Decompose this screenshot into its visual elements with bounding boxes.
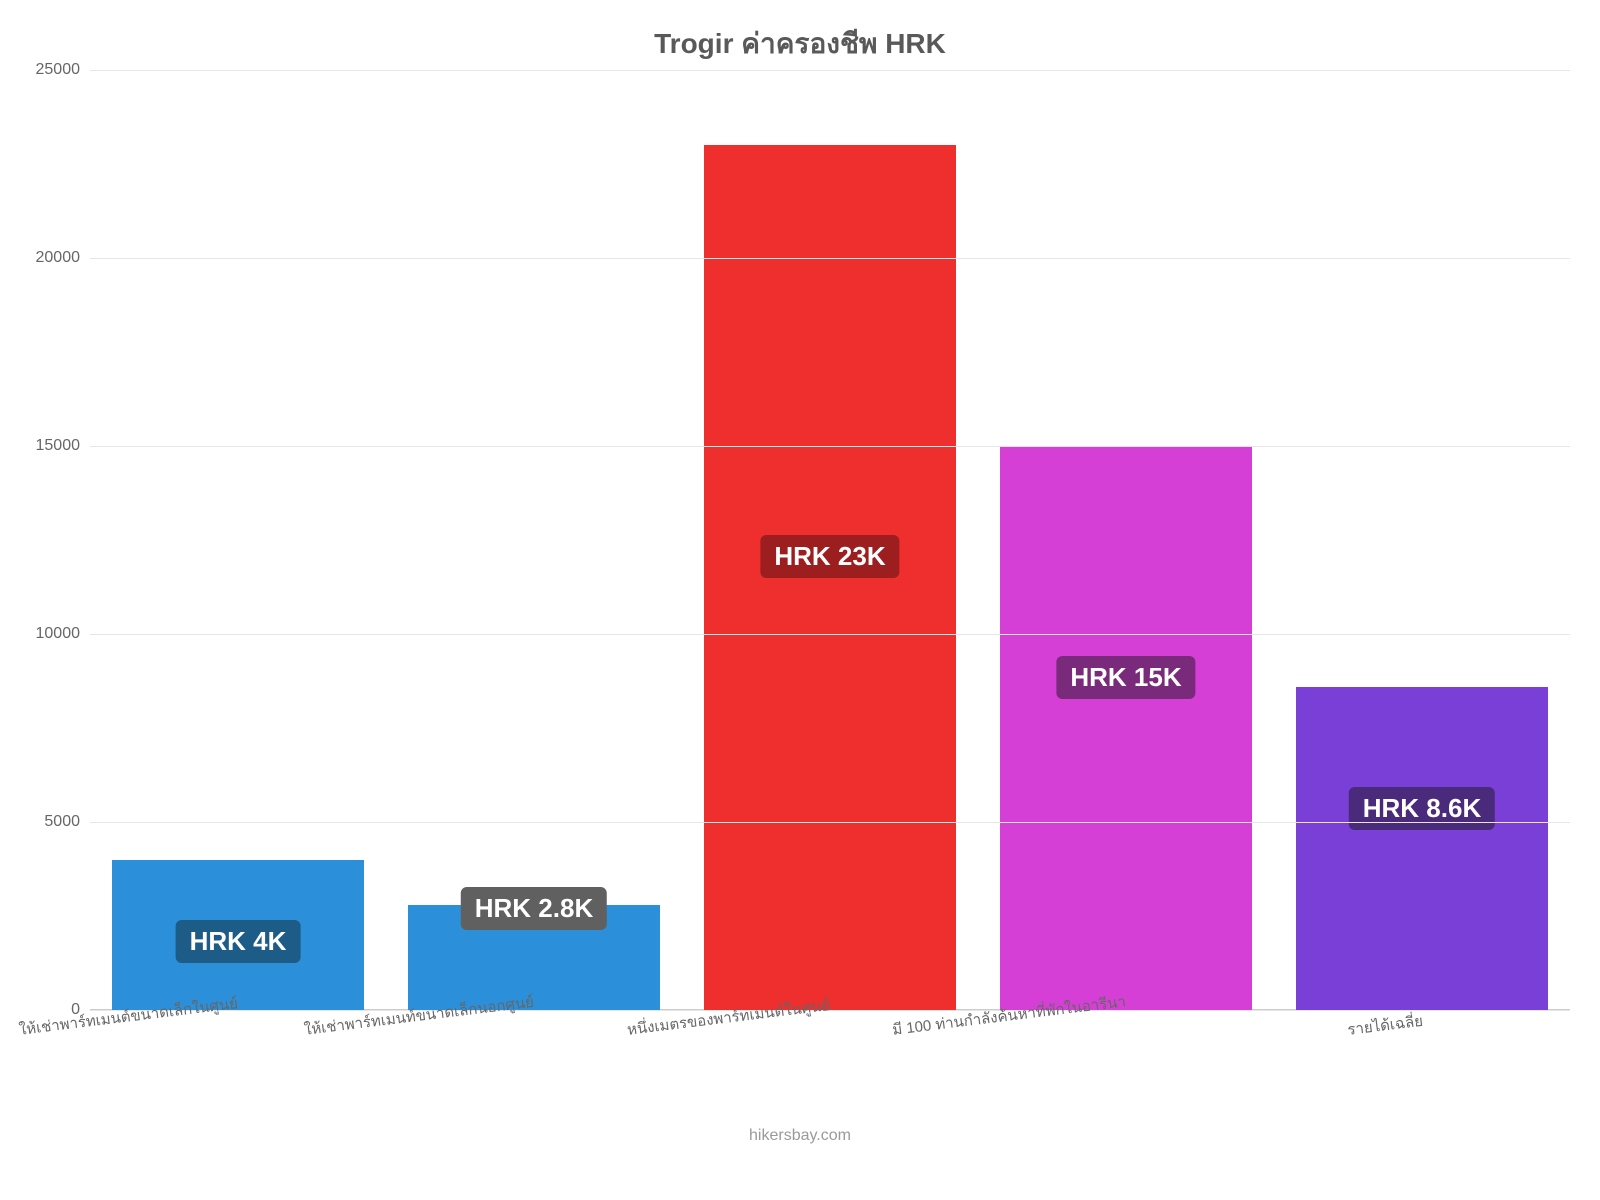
value-badge: HRK 8.6K [1349,787,1495,830]
grid-line [90,70,1570,71]
x-labels-row: ให้เช่าพาร์ทเมนต์ขนาดเล็กในศูนย์ให้เช่าพ… [90,1018,1570,1078]
bar-slot: HRK 23K [682,70,978,1010]
bar-slot: HRK 2.8K [386,70,682,1010]
y-tick-label: 15000 [36,437,91,455]
x-label-slot: มี 100 ท่านกำลังค้นหาที่พักในอารีนา [978,1018,1274,1078]
bar: HRK 4K [112,860,364,1010]
bar-slot: HRK 4K [90,70,386,1010]
bar-slot: HRK 8.6K [1274,70,1570,1010]
grid-line [90,822,1570,823]
bar: HRK 23K [704,145,956,1010]
chart-title: Trogir ค่าครองชีพ HRK [0,22,1600,66]
bar: HRK 8.6K [1296,687,1548,1010]
y-tick-label: 25000 [36,61,91,79]
bar: HRK 15K [1000,446,1252,1010]
y-tick-label: 20000 [36,249,91,267]
plot-area: HRK 4KHRK 2.8KHRK 23KHRK 15KHRK 8.6K 050… [90,70,1570,1010]
x-axis-label: รายได้เฉลี่ย [1346,1009,1424,1042]
bar: HRK 2.8K [408,905,660,1010]
chart-container: Trogir ค่าครองชีพ HRK HRK 4KHRK 2.8KHRK … [0,0,1600,1200]
value-badge: HRK 4K [176,920,301,963]
bar-slot: HRK 15K [978,70,1274,1010]
value-badge: HRK 2.8K [461,887,607,930]
grid-line [90,258,1570,259]
value-badge: HRK 23K [760,535,899,578]
attribution-text: hikersbay.com [0,1127,1600,1145]
y-tick-label: 10000 [36,625,91,643]
grid-line [90,634,1570,635]
bars-row: HRK 4K HRK 2.8K HRK 23K HRK 15K HRK 8.6K [90,70,1570,1010]
y-tick-label: 5000 [44,813,90,831]
x-label-slot: รายได้เฉลี่ย [1274,1018,1570,1078]
grid-line [90,446,1570,447]
value-badge: HRK 15K [1056,656,1195,699]
